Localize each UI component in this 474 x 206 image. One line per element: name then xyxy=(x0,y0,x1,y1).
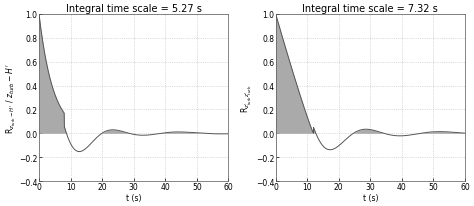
X-axis label: t (s): t (s) xyxy=(126,193,141,202)
Title: Integral time scale = 7.32 s: Integral time scale = 7.32 s xyxy=(302,4,438,14)
Title: Integral time scale = 5.27 s: Integral time scale = 5.27 s xyxy=(66,4,201,14)
Y-axis label: R$_{z_{turb}-H^{\prime}}$ / $z_{turb}-H^{\prime}$: R$_{z_{turb}-H^{\prime}}$ / $z_{turb}-H^… xyxy=(4,63,18,133)
X-axis label: t (s): t (s) xyxy=(363,193,378,202)
Y-axis label: R$_{z_{turb}^{\prime} z_{turb}^{\prime}}$: R$_{z_{turb}^{\prime} z_{turb}^{\prime}}… xyxy=(240,84,255,112)
